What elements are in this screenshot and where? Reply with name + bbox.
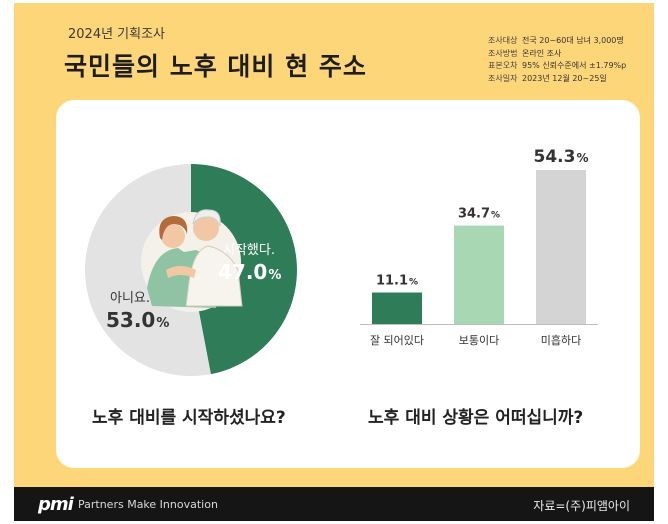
elderly-couple-illustration xyxy=(141,209,243,312)
meta-row-error: 표본오차 95% 신뢰수준에서 ±1.79%p xyxy=(488,60,626,73)
chart-card: 시작했다. 47.0% 아니요. 53.0% 11.1% 잘 되어있다 34.7% 보… xyxy=(56,100,640,468)
meta-value: 온라인 조사 xyxy=(522,48,562,58)
pie-value-no-number: 53.0 xyxy=(106,308,155,332)
meta-row-method: 조사방법 온라인 조사 xyxy=(488,48,626,61)
bar-normal xyxy=(454,225,504,324)
meta-key: 조사대상 xyxy=(488,36,518,45)
pie-label-yes: 시작했다. xyxy=(223,242,275,258)
survey-meta: 조사대상 전국 20~60대 남녀 3,000명 조사방법 온라인 조사 표본오차 9… xyxy=(488,35,626,85)
bar-value-label-good: 11.1% xyxy=(376,274,418,289)
bar-question: 노후 대비 상황은 어떠십니까? xyxy=(368,408,584,428)
footer-bar: pmi Partners Make Innovation 자료=(주)피앰아이 xyxy=(14,487,654,521)
pie-value-yes: 47.0% xyxy=(218,260,281,284)
meta-key: 표본오차 xyxy=(488,61,518,70)
page-title: 국민들의 노후 대비 현 주소 xyxy=(64,52,367,81)
meta-value: 95% 신뢰수준에서 ±1.79%p xyxy=(522,61,627,70)
bar-category-label-normal: 보통이다 xyxy=(459,334,499,347)
bar-chart: 11.1% 잘 되어있다 34.7% 보통이다 54.3% 미흡하다 xyxy=(360,147,598,347)
meta-key: 조사일자 xyxy=(488,73,518,83)
charts-svg: 시작했다. 47.0% 아니요. 53.0% 11.1% 잘 되어있다 34.7% 보… xyxy=(84,147,598,376)
infographic-frame: 2024년 기획조사 국민들의 노후 대비 현 주소 조사대상 전국 20~60대… xyxy=(14,3,654,487)
bar-value-label-poor: 54.3% xyxy=(534,147,589,167)
meta-value: 2023년 12월 20~25일 xyxy=(522,73,607,83)
bar-good xyxy=(372,292,422,324)
bar-value-label-normal: 34.7% xyxy=(458,207,500,222)
survey-subtitle: 2024년 기획조사 xyxy=(68,27,166,42)
pie-unit-no: % xyxy=(156,316,169,331)
pie-unit-yes: % xyxy=(268,268,281,283)
meta-row-target: 조사대상 전국 20~60대 남녀 3,000명 xyxy=(488,35,626,48)
pie-question: 노후 대비를 시작하셨나요? xyxy=(92,408,286,428)
bar-category-label-poor: 미흡하다 xyxy=(541,333,581,347)
pmi-logo: pmi xyxy=(38,494,74,515)
pie-label-no: 아니요. xyxy=(110,291,150,306)
pie-value-yes-number: 47.0 xyxy=(218,260,267,284)
meta-value: 전국 20~60대 남녀 3,000명 xyxy=(522,36,624,45)
source-credit: 자료=(주)피앰아이 xyxy=(533,499,630,513)
footer-tagline: Partners Make Innovation xyxy=(78,498,218,511)
bar-category-label-good: 잘 되어있다 xyxy=(370,334,424,347)
pie-value-no: 53.0% xyxy=(106,308,169,332)
meta-row-date: 조사일자 2023년 12월 20~25일 xyxy=(488,73,626,86)
bar-poor xyxy=(536,170,586,324)
meta-key: 조사방법 xyxy=(488,48,518,58)
